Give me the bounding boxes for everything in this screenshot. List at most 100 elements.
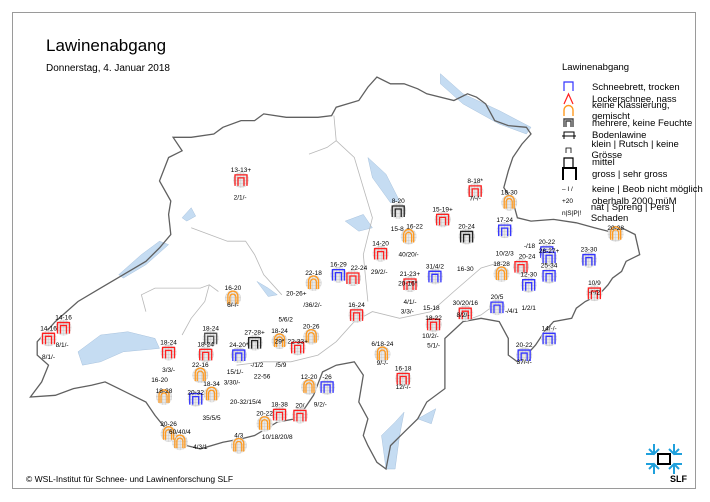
station-observation[interactable] [580, 251, 597, 268]
station-label[interactable]: 2/1/- [234, 195, 247, 202]
station-label[interactable]: 14-20 [372, 241, 389, 248]
station-label[interactable]: 18-22 [425, 315, 442, 322]
station-label[interactable]: /5/9 [275, 362, 286, 369]
station-observation[interactable] [291, 407, 308, 424]
station-label[interactable]: 18-24 [197, 341, 214, 348]
station-observation[interactable] [372, 245, 389, 262]
station-observation[interactable] [319, 378, 336, 395]
station-label[interactable]: 16-18 [395, 366, 412, 373]
station-label[interactable]: 17-24 [496, 217, 513, 224]
station-label[interactable]: 14-16 [55, 315, 72, 322]
station-observation[interactable] [233, 171, 250, 188]
station-label[interactable]: 6/-/- [227, 302, 239, 309]
station-label[interactable]: 25-34 [541, 263, 558, 270]
station-observation[interactable] [55, 319, 72, 336]
station-label[interactable]: -26 [322, 374, 332, 381]
station-label[interactable]: -/18 [524, 243, 536, 250]
station-label[interactable]: 22-56 [254, 374, 271, 381]
station-observation[interactable] [458, 228, 475, 245]
station-label[interactable]: 3/3/- [401, 309, 414, 316]
station-label[interactable]: 15-19+ [432, 206, 453, 213]
station-label[interactable]: -/1/2 [250, 362, 263, 369]
station-label[interactable]: 10/2/- [422, 333, 439, 340]
station-observation[interactable] [520, 276, 537, 293]
station-observation[interactable] [400, 228, 417, 245]
station-label[interactable]: 20/5 [491, 294, 504, 301]
station-observation[interactable] [467, 182, 484, 199]
station-label[interactable]: 10/9 [588, 280, 601, 287]
station-label[interactable]: 12-30 [520, 272, 537, 279]
station-label[interactable]: 14-16 [40, 325, 57, 332]
station-label[interactable]: 14/-/- [542, 325, 557, 332]
station-label[interactable]: 27-28+ [244, 330, 265, 337]
station-label[interactable]: 16-24 [348, 302, 365, 309]
station-label[interactable]: 15-8 [391, 226, 404, 233]
station-label[interactable]: 16-29 [330, 262, 347, 269]
station-label[interactable]: 22-16 [192, 362, 209, 369]
station-label[interactable]: 29/2/- [371, 269, 388, 276]
station-label[interactable]: 18-24 [271, 328, 288, 335]
station-label[interactable]: 8/2/- [456, 312, 469, 319]
station-observation[interactable] [488, 299, 505, 316]
station-label[interactable]: 15/1/- [227, 369, 244, 376]
station-label[interactable]: 20-26 [303, 324, 320, 331]
station-label[interactable]: 12/-/- [396, 384, 411, 391]
station-observation[interactable] [300, 378, 317, 395]
station-label[interactable]: 31/4/2 [426, 263, 444, 270]
station-label[interactable]: 18-24 [202, 325, 219, 332]
station-observation[interactable] [330, 266, 347, 283]
station-observation[interactable] [457, 305, 474, 322]
station-label[interactable]: 35/5/5 [203, 415, 221, 422]
station-label[interactable]: 26-27+ [539, 248, 560, 255]
station-label[interactable]: 16-30 [457, 266, 474, 273]
station-label[interactable]: 21-23+ [400, 271, 421, 278]
station-observation[interactable] [401, 276, 418, 293]
station-observation[interactable] [501, 194, 518, 211]
station-label[interactable]: 40/20/- [398, 252, 418, 259]
station-label[interactable]: 20-22 [256, 411, 273, 418]
station-label[interactable]: 4/3 [234, 433, 243, 440]
station-label[interactable]: 8/1/- [42, 354, 55, 361]
station-label[interactable]: 13-13+ [231, 167, 252, 174]
station-observation[interactable] [395, 370, 412, 387]
station-label[interactable]: -/4/1 [505, 308, 518, 315]
station-label[interactable]: 20-24 [458, 224, 475, 231]
station-label[interactable]: 8-18* [467, 178, 483, 185]
station-label[interactable]: 18-28 [493, 261, 510, 268]
station-label[interactable]: 37/-/- [517, 359, 532, 366]
station-label[interactable]: /36/2/- [303, 302, 321, 309]
station-observation[interactable] [197, 346, 214, 363]
station-observation[interactable] [541, 330, 558, 347]
station-label[interactable]: 20-24 [519, 254, 536, 261]
station-label[interactable]: 20-32/15/4 [230, 399, 261, 406]
station-observation[interactable] [348, 306, 365, 323]
station-label[interactable]: 10/2/3 [496, 251, 514, 258]
station-observation[interactable] [271, 332, 288, 349]
station-observation[interactable] [192, 367, 209, 384]
station-label[interactable]: 3/3/- [162, 367, 175, 374]
station-label[interactable]: 24-20* [229, 342, 249, 349]
station-observation[interactable] [230, 347, 247, 364]
station-observation[interactable] [202, 330, 219, 347]
station-label[interactable]: 18-30 [501, 190, 518, 197]
station-observation[interactable] [344, 270, 361, 286]
station-label[interactable]: 60/40/4 [169, 429, 191, 436]
station-observation[interactable] [203, 386, 220, 403]
station-label[interactable]: 3/30/- [224, 380, 241, 387]
station-observation[interactable] [390, 203, 407, 219]
station-observation[interactable] [434, 211, 451, 228]
station-label[interactable]: 4/3/1 [193, 444, 208, 451]
station-label[interactable]: 22-33+ [287, 338, 308, 345]
station-label[interactable]: 5/6/2 [278, 316, 293, 323]
station-observation[interactable] [171, 434, 188, 451]
station-observation[interactable] [374, 346, 391, 363]
station-label[interactable]: 4/1/- [403, 299, 416, 306]
station-label[interactable]: -/-/2 [589, 290, 601, 297]
station-label[interactable]: 8/1/- [56, 342, 69, 349]
station-label[interactable]: 18-28 [156, 388, 173, 395]
station-label[interactable]: 18-24 [160, 339, 177, 346]
station-label[interactable]: 7/-/- [469, 196, 481, 203]
station-label[interactable]: 22-24 [351, 265, 368, 272]
station-label[interactable]: 5/1/- [427, 343, 440, 350]
station-label[interactable]: 16-20 [225, 285, 242, 292]
